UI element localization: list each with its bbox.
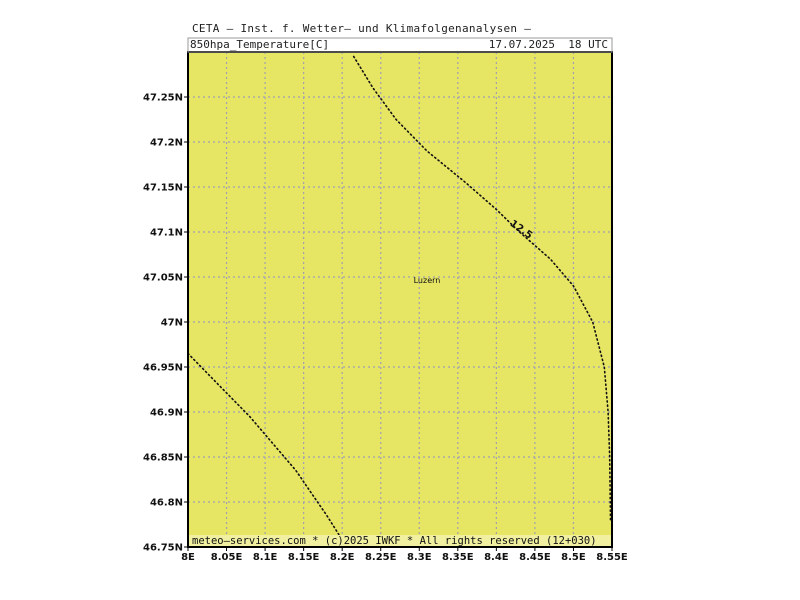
lon-tick-label: 8.3E xyxy=(407,552,432,563)
lat-tick-label: 47N xyxy=(161,318,183,329)
lon-tick-label: 8.5E xyxy=(561,552,586,563)
lat-tick-label: 46.95N xyxy=(143,363,183,374)
isotherm-line xyxy=(352,55,612,521)
city-label: Luzern xyxy=(414,276,441,285)
graticule xyxy=(188,52,612,547)
lon-tick-label: 8.45E xyxy=(519,552,551,563)
lat-tick-label: 47.25N xyxy=(143,93,183,104)
lon-tick-label: 8.55E xyxy=(596,552,628,563)
map-title: CETA – Inst. f. Wetter– und Klimafolgena… xyxy=(192,22,532,35)
lat-tick-label: 47.2N xyxy=(150,138,183,149)
lat-tick-label: 46.9N xyxy=(150,408,183,419)
lat-tick-label: 47.15N xyxy=(143,183,183,194)
lon-tick-label: 8.4E xyxy=(484,552,509,563)
copyright-footer: meteo–services.com * (c)2025 IWKF * All … xyxy=(192,535,597,547)
city-layer: Luzern xyxy=(414,276,441,285)
isotherm-line xyxy=(187,352,343,541)
footer-band xyxy=(188,535,612,547)
lat-tick-label: 47.05N xyxy=(143,273,183,284)
lat-tick-label: 46.75N xyxy=(143,543,183,554)
datetime-label: 17.07.2025 18 UTC xyxy=(488,38,608,51)
map-subheader: 850hpa_Temperature[C] 17.07.2025 18 UTC xyxy=(188,38,612,52)
lon-tick-label: 8.35E xyxy=(442,552,474,563)
lon-tick-label: 8E xyxy=(181,552,195,563)
lon-tick-label: 8.1E xyxy=(253,552,278,563)
lon-tick-label: 8.25E xyxy=(365,552,397,563)
variable-label: 850hpa_Temperature[C] xyxy=(190,38,330,51)
lat-tick-label: 47.1N xyxy=(150,228,183,239)
lon-tick-label: 8.2E xyxy=(330,552,355,563)
axis-ticks: 8E 8.05E 8.1E 8.15E 8.2E 8.25E 8.3E 8.35E 8.4E 8.… xyxy=(143,93,628,564)
lon-tick-label: 8.05E xyxy=(211,552,243,563)
lon-tick-label: 8.15E xyxy=(288,552,320,563)
header-frame xyxy=(187,37,613,53)
lat-tick-label: 46.8N xyxy=(150,498,183,509)
lat-tick-label: 46.85N xyxy=(143,453,183,464)
map-area xyxy=(188,52,612,547)
